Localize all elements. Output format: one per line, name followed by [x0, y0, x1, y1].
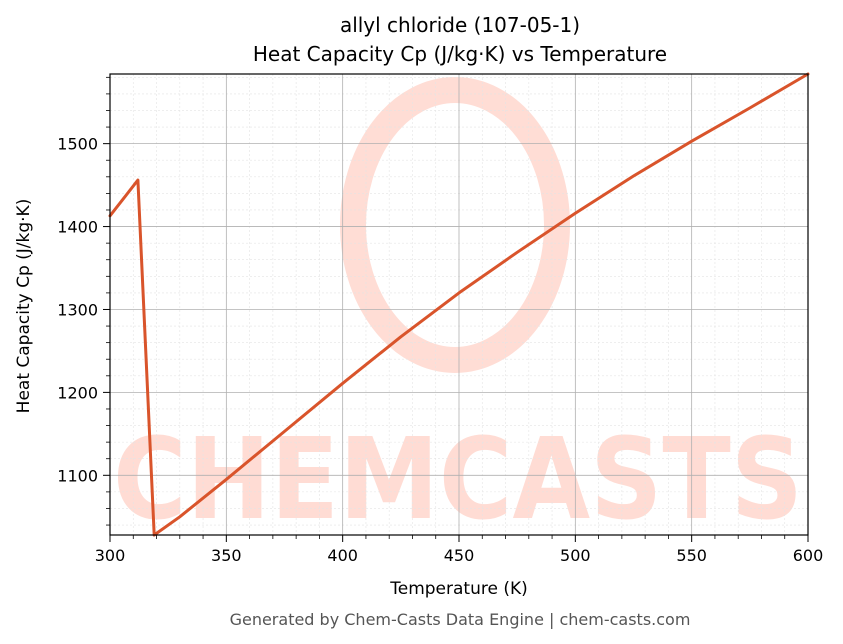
chart-title: allyl chloride (107-05-1): [340, 13, 580, 37]
y-tick-label: 1300: [57, 300, 98, 319]
watermark-ring: [340, 77, 570, 373]
x-tick-label: 450: [444, 546, 475, 565]
x-tick-label: 400: [327, 546, 358, 565]
y-tick-label: 1400: [57, 218, 98, 237]
y-tick-label: 1500: [57, 135, 98, 154]
axis-ticks: [103, 76, 809, 542]
x-tick-label: 350: [211, 546, 242, 565]
series-layer: [108, 72, 810, 537]
watermark-text: CHEMCASTS: [113, 415, 803, 545]
tick-labels: 300 350 400 450 500 550 600 1100 1200 1300 1400 150…: [57, 135, 823, 565]
x-tick-label: 300: [95, 546, 126, 565]
y-axis-label: Heat Capacity Cp (J/kg·K): [14, 199, 34, 414]
chart-subtitle: Heat Capacity Cp (J/kg·K) vs Temperature: [253, 42, 667, 66]
chemcasts-watermark: CHEMCASTS: [113, 77, 803, 545]
footer-credit: Generated by Chem-Casts Data Engine | ch…: [230, 610, 691, 629]
x-axis-label: Temperature (K): [389, 579, 528, 599]
x-tick-label: 500: [560, 546, 591, 565]
x-tick-label: 600: [793, 546, 824, 565]
series-line-0: [108, 72, 810, 537]
y-tick-label: 1100: [57, 466, 98, 485]
x-tick-label: 550: [676, 546, 707, 565]
y-tick-label: 1200: [57, 383, 98, 402]
